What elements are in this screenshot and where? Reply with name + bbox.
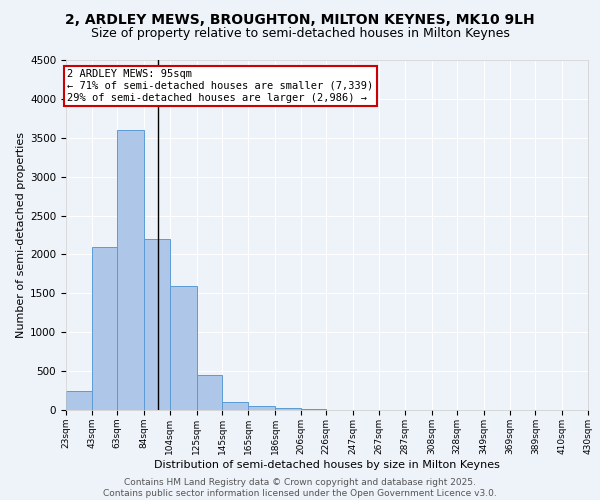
Text: 2, ARDLEY MEWS, BROUGHTON, MILTON KEYNES, MK10 9LH: 2, ARDLEY MEWS, BROUGHTON, MILTON KEYNES… [65,12,535,26]
Bar [144,239,170,410]
Text: Contains HM Land Registry data © Crown copyright and database right 2025.
Contai: Contains HM Land Registry data © Crown c… [103,478,497,498]
Bar [223,402,248,410]
Text: Size of property relative to semi-detached houses in Milton Keynes: Size of property relative to semi-detach… [91,28,509,40]
X-axis label: Distribution of semi-detached houses by size in Milton Keynes: Distribution of semi-detached houses by … [154,460,500,469]
Bar [197,375,223,410]
Text: 2 ARDLEY MEWS: 95sqm
← 71% of semi-detached houses are smaller (7,339)
29% of se: 2 ARDLEY MEWS: 95sqm ← 71% of semi-detac… [67,70,374,102]
Bar [248,406,275,410]
Bar [66,390,92,410]
Bar [118,130,144,410]
Bar [275,408,301,410]
Y-axis label: Number of semi-detached properties: Number of semi-detached properties [16,132,26,338]
Bar [301,409,326,410]
Bar [92,246,118,410]
Bar [170,286,197,410]
